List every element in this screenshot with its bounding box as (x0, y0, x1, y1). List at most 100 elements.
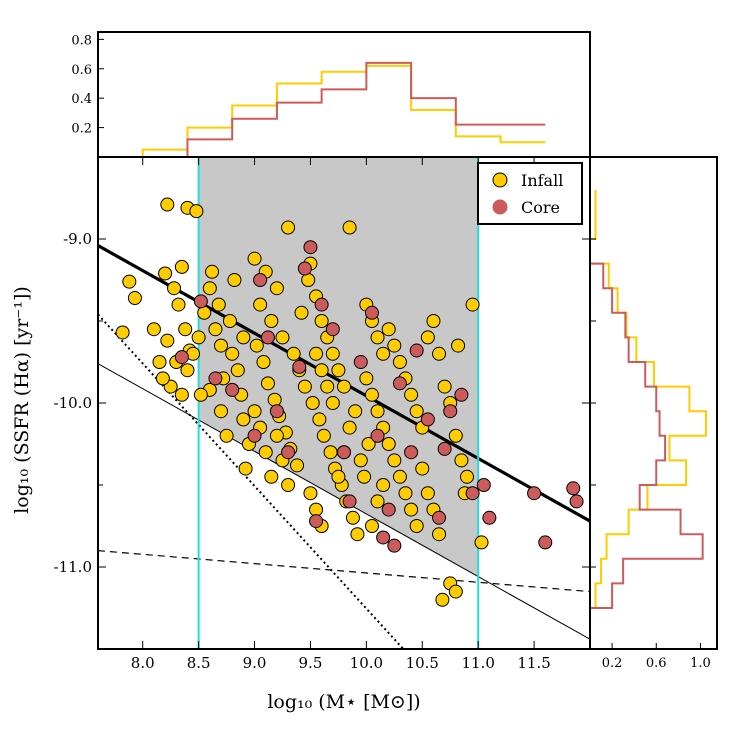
infall-point (193, 387, 208, 402)
infall-point (267, 392, 282, 407)
infall-point (230, 363, 245, 378)
infall-point (353, 453, 368, 468)
infall-point (211, 297, 226, 312)
core-point (303, 240, 318, 255)
right-histogram (589, 189, 707, 633)
infall-point (281, 478, 296, 492)
core-point (404, 445, 419, 460)
infall-point (247, 404, 262, 419)
core-right-histogram-step (589, 189, 704, 633)
top-histogram (98, 61, 546, 158)
core-point (364, 305, 379, 320)
infall-point (249, 338, 264, 353)
core-top-histogram-step (98, 61, 546, 158)
infall-point (409, 519, 424, 533)
core-point (253, 273, 268, 287)
y-tick-label: -11.0 (54, 558, 92, 576)
infall-point (171, 297, 186, 312)
infall-top-histogram-step (98, 64, 546, 158)
infall-point (152, 355, 167, 369)
infall-point (361, 437, 376, 451)
infall-point (325, 346, 340, 361)
infall-point (404, 502, 419, 517)
infall-point (376, 478, 391, 492)
infall-point (323, 445, 338, 460)
infall-point (253, 297, 268, 312)
infall-point (303, 486, 318, 501)
infall-point (415, 461, 430, 476)
infall-point (370, 404, 385, 419)
core-point (314, 297, 329, 312)
infall-point (342, 420, 357, 435)
infall-point (227, 273, 242, 287)
infall-point (256, 355, 271, 369)
x-tick-label: 11.5 (517, 654, 550, 672)
infall-point (305, 396, 320, 410)
infall-point (387, 338, 402, 353)
infall-point (180, 363, 195, 378)
infall-point (404, 387, 419, 402)
infall-point (174, 387, 189, 402)
core-point (420, 412, 435, 427)
infall-point (364, 519, 379, 533)
infall-point (387, 453, 402, 468)
infall-point (167, 281, 182, 296)
infall-point (392, 469, 407, 484)
infall-point (178, 322, 193, 337)
infall-point (202, 281, 217, 296)
right-histogram-ticks: 0.2 0.6 1.0 (590, 238, 711, 671)
right-hist-x-tick-label: 1.0 (690, 656, 711, 671)
core-point (538, 535, 553, 550)
infall-point (264, 469, 279, 484)
x-tick-label: 10.5 (406, 654, 439, 672)
infall-point (316, 428, 331, 443)
core-point (392, 376, 407, 391)
top-hist-y-tick-label: 0.8 (71, 33, 92, 48)
infall-point (258, 445, 273, 460)
core-point (353, 355, 368, 369)
infall-point (301, 273, 316, 287)
legend-label-core: Core (521, 198, 560, 217)
infall-point (146, 322, 161, 337)
infall-point (214, 338, 228, 353)
infall-point (331, 469, 346, 484)
infall-point (426, 314, 441, 328)
infall-point (350, 527, 365, 542)
infall-point (437, 379, 452, 394)
core-point (309, 514, 324, 529)
infall-point (197, 305, 212, 320)
core-point (409, 343, 424, 358)
infall-point (348, 404, 363, 419)
top-histogram-ticks: 0.2 0.4 0.6 0.8 (71, 33, 104, 137)
infall-point (189, 204, 204, 219)
core-point (437, 441, 452, 456)
legend-box (477, 162, 583, 225)
core-point (281, 445, 296, 460)
legend-label-infall: Infall (521, 171, 563, 190)
infall-point (297, 379, 312, 394)
infall-point (264, 314, 279, 328)
infall-point (448, 584, 463, 599)
legend-marker-infall (492, 172, 508, 188)
infall-point (376, 346, 391, 361)
infall-point (174, 259, 189, 274)
legend-marker-core (492, 199, 508, 215)
infall-point (236, 330, 251, 345)
core-point (337, 445, 351, 460)
infall-point (127, 291, 142, 306)
infall-point (381, 437, 396, 451)
infall-point (238, 461, 253, 476)
x-tick-label: 11.0 (461, 654, 494, 672)
infall-point (236, 412, 251, 427)
x-tick-label: 9.5 (299, 654, 323, 672)
core-point (381, 502, 396, 517)
infall-point (392, 355, 407, 369)
core-point (482, 510, 497, 525)
infall-point (331, 363, 346, 378)
infall-point (448, 428, 463, 443)
infall-point (398, 486, 413, 501)
top-hist-y-tick-label: 0.4 (71, 92, 92, 107)
core-point (454, 387, 469, 402)
x-axis-label: log₁₀ (M⋆ [M⊙]) (267, 691, 420, 713)
infall-point (420, 486, 435, 501)
